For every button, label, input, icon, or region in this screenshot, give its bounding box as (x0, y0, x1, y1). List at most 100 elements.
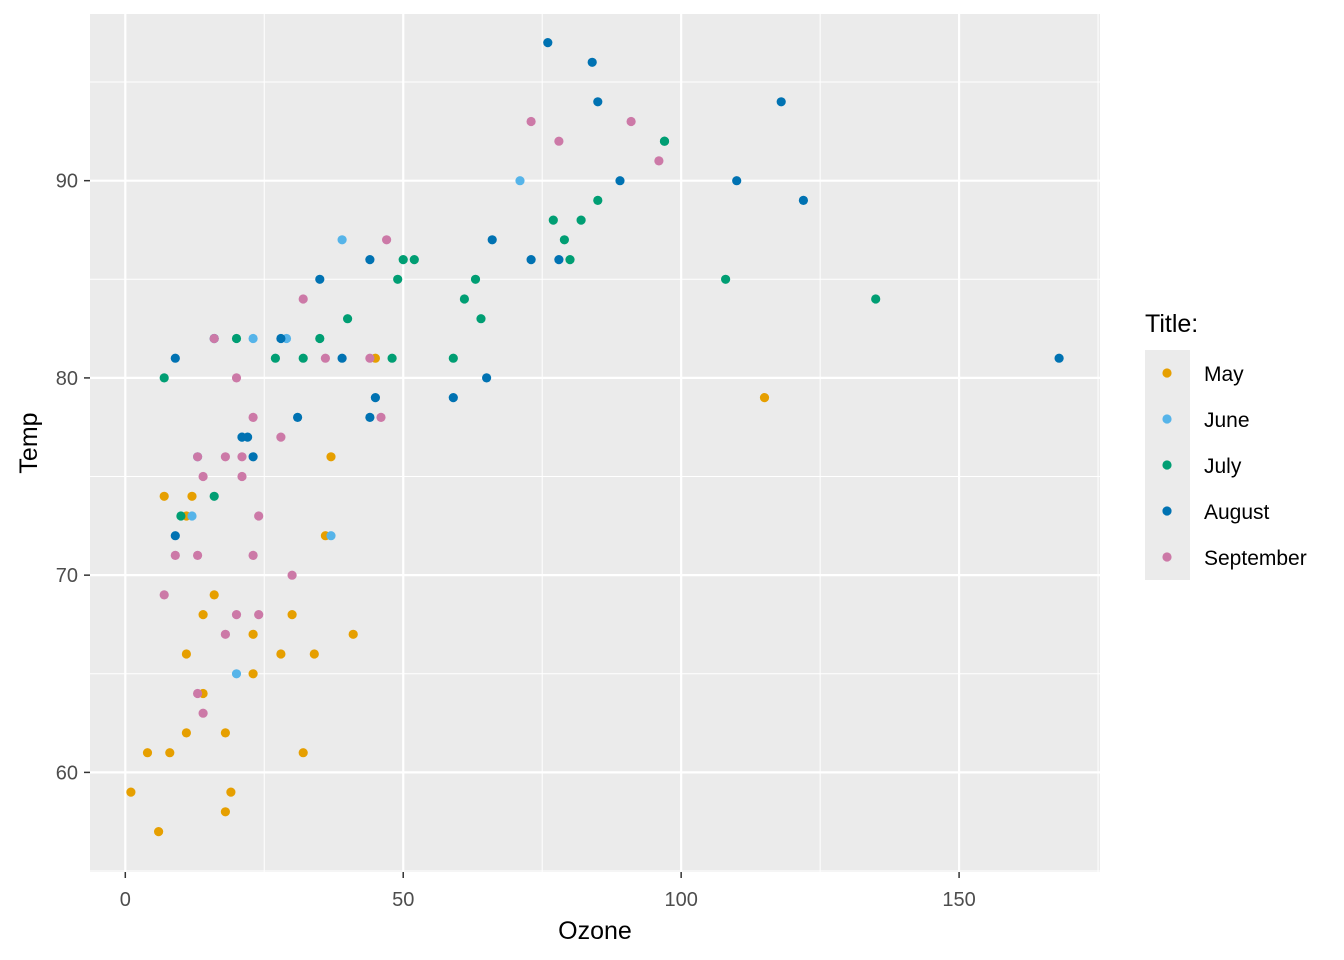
data-point-july (270, 353, 280, 363)
data-point-september (626, 116, 636, 127)
data-point-june (248, 333, 258, 344)
data-point-july (470, 274, 481, 284)
data-point-may (159, 491, 169, 501)
data-point-september (376, 412, 386, 422)
data-point-july (209, 491, 219, 501)
data-point-august (448, 393, 458, 403)
data-point-may (248, 669, 258, 679)
data-point-september (276, 432, 286, 442)
data-point-september (248, 550, 258, 561)
data-point-july (387, 353, 397, 363)
data-point-september (298, 294, 308, 304)
data-point-september (159, 590, 169, 600)
data-point-september (254, 511, 264, 521)
data-point-july (459, 294, 469, 304)
y-tick-label: 80 (56, 368, 78, 390)
data-point-july (343, 314, 353, 324)
data-point-september (231, 610, 242, 620)
data-point-september (198, 471, 208, 482)
data-point-july (448, 353, 458, 363)
x-tick-label: 100 (664, 889, 697, 911)
data-point-july (871, 294, 881, 304)
data-point-july (398, 255, 408, 265)
data-point-september (237, 452, 247, 462)
data-point-september (198, 708, 208, 718)
data-point-september (365, 353, 375, 363)
data-point-june (326, 531, 336, 541)
y-tick-label: 90 (56, 171, 78, 193)
minor-gridlines (90, 14, 1100, 872)
data-point-august (615, 176, 625, 186)
data-point-may (326, 452, 336, 462)
legend-label-july: July (1204, 455, 1242, 478)
data-point-september (193, 688, 203, 699)
legend-items: May June July August September (1145, 350, 1307, 580)
data-point-september (193, 550, 203, 561)
data-point-september (654, 156, 664, 166)
data-point-july (565, 255, 575, 265)
data-point-july (159, 373, 169, 383)
data-point-september (209, 333, 219, 344)
y-axis-title: Temp (15, 412, 43, 473)
data-point-september (220, 452, 230, 462)
data-point-july (476, 314, 486, 324)
data-point-may (142, 748, 153, 758)
data-point-june (515, 176, 525, 186)
data-point-august (487, 235, 497, 245)
data-point-june (337, 235, 347, 245)
data-point-july (659, 136, 670, 146)
data-point-september (231, 373, 242, 383)
data-point-may (276, 649, 286, 659)
data-point-august (543, 38, 553, 48)
data-point-september (237, 471, 247, 482)
data-point-august (170, 353, 180, 363)
data-point-may (154, 827, 164, 837)
legend-key-september (1162, 552, 1172, 562)
x-tick-label: 0 (120, 889, 131, 911)
data-point-july (721, 274, 731, 284)
data-point-august (248, 452, 258, 462)
data-point-may (181, 649, 191, 659)
data-point-july (315, 333, 325, 344)
data-point-august (337, 353, 347, 363)
major-gridlines (90, 14, 1100, 872)
data-point-may (187, 491, 197, 501)
data-point-july (593, 195, 603, 205)
legend-label-june: June (1204, 409, 1250, 432)
data-point-may (126, 787, 136, 797)
data-point-september (193, 452, 203, 462)
data-point-august (1054, 353, 1064, 363)
data-point-may (220, 807, 230, 817)
data-point-september (170, 550, 180, 561)
data-point-june (231, 669, 242, 679)
data-point-august (370, 393, 380, 403)
legend-title: Title: (1145, 310, 1198, 338)
data-points (126, 38, 1064, 837)
x-axis-ticks: 0 50 100 150 (120, 872, 976, 911)
data-point-september (554, 136, 564, 146)
x-tick-label: 150 (942, 889, 975, 911)
data-point-may (198, 610, 208, 620)
data-point-july (576, 215, 586, 225)
data-point-may (759, 393, 770, 403)
data-point-september (320, 353, 330, 363)
data-point-august (365, 412, 375, 422)
data-point-june (187, 511, 197, 521)
data-point-august (365, 255, 375, 265)
legend: Title: May June July August September (1145, 310, 1307, 580)
x-axis-title: Ozone (558, 917, 632, 945)
data-point-august (798, 195, 809, 205)
data-point-august (276, 333, 286, 344)
x-tick-label: 50 (392, 889, 414, 911)
legend-key-august (1162, 506, 1172, 516)
data-point-may (309, 649, 319, 659)
legend-label-august: August (1204, 501, 1270, 524)
data-point-may (287, 610, 297, 620)
data-point-september (220, 629, 230, 639)
data-point-may (209, 590, 219, 600)
data-point-august (593, 97, 603, 107)
y-tick-label: 60 (56, 762, 78, 784)
data-point-september (382, 235, 392, 245)
data-point-august (315, 274, 325, 284)
